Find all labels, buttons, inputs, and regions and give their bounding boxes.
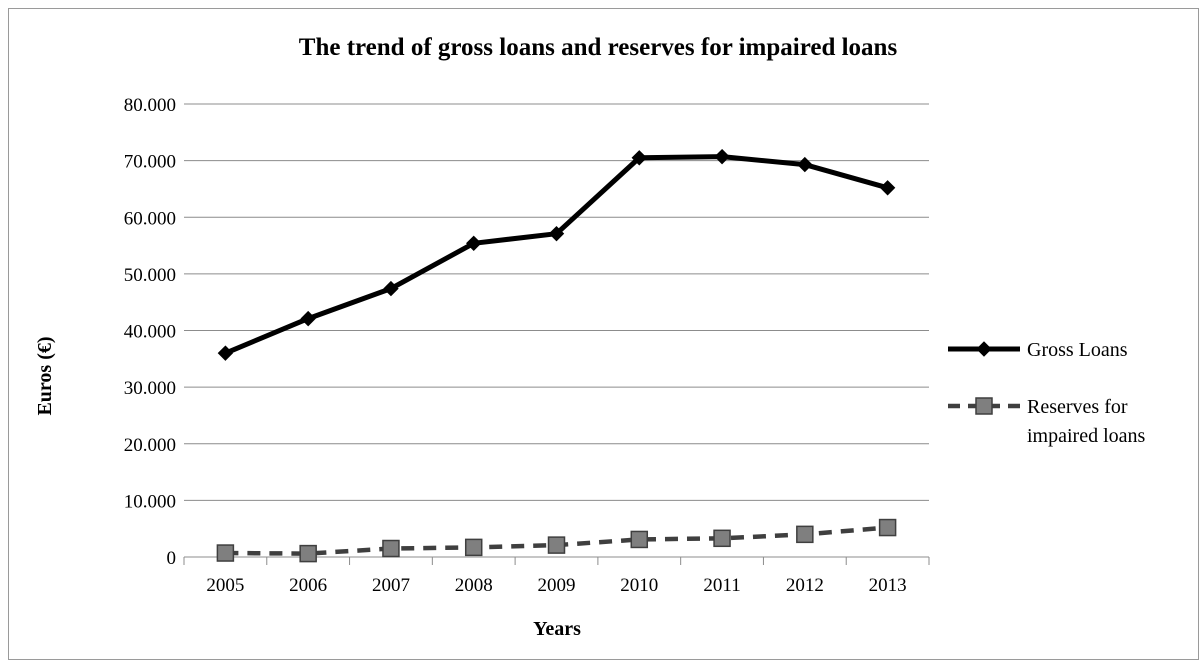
legend: Gross Loans Reserves for impaired loans [948, 339, 1146, 447]
chart-frame [8, 8, 1199, 660]
data-point [796, 525, 814, 544]
data-point [300, 310, 316, 327]
y-tick-label: 70.000 [124, 152, 176, 173]
data-point [466, 235, 482, 252]
series-group [216, 148, 897, 563]
legend-label: Reserves for [1027, 396, 1128, 418]
data-point [548, 225, 565, 242]
y-tick-label: 50.000 [124, 265, 176, 286]
legend-label: Gross Loans [1027, 339, 1128, 361]
y-tick-label: 40.000 [124, 322, 176, 343]
data-point [547, 536, 566, 554]
y-tick-label: 60.000 [124, 208, 176, 229]
y-axis-title: Euros (€) [34, 336, 56, 415]
data-point [382, 539, 400, 558]
data-point [714, 148, 730, 165]
data-point [217, 345, 234, 361]
data-point [383, 280, 399, 297]
series-line [224, 154, 889, 356]
data-point [878, 518, 897, 537]
legend-marker [976, 341, 992, 357]
y-tick-label: 30.000 [124, 378, 176, 399]
data-point [464, 538, 483, 557]
x-axis [183, 556, 930, 565]
x-tick-label: 2011 [703, 575, 740, 596]
legend-item: Reserves for impaired loans [948, 396, 1146, 447]
x-tick-label: 2010 [620, 575, 658, 596]
x-tick-label: 2012 [786, 575, 824, 596]
y-tick-label: 0 [167, 548, 177, 569]
series-gross-loans [217, 148, 896, 361]
legend-label: impaired loans [1027, 425, 1146, 447]
x-tick-label: 2009 [538, 575, 576, 596]
y-axis-tick-labels: 0 10.000 20.000 30.000 40.000 50.000 60.000 70.… [124, 95, 176, 569]
data-point [299, 544, 317, 563]
x-tick-label: 2006 [289, 575, 327, 596]
y-tick-label: 20.000 [124, 435, 176, 456]
data-point [713, 529, 731, 548]
legend-item: Gross Loans [948, 339, 1128, 361]
chart-title: The trend of gross loans and reserves fo… [299, 34, 898, 61]
data-point [631, 150, 647, 166]
x-tick-label: 2007 [372, 575, 410, 596]
x-tick-label: 2008 [455, 575, 493, 596]
y-tick-label: 80.000 [124, 95, 176, 116]
data-point [797, 156, 813, 173]
gridlines [184, 103, 929, 558]
series-reserves-impaired-loans [216, 518, 897, 563]
x-axis-tick-labels: 2005 2006 2007 2008 2009 2010 2011 2012 2013 [206, 575, 906, 596]
legend-marker [975, 397, 993, 415]
data-point [630, 530, 649, 549]
data-point [216, 544, 235, 562]
y-tick-label: 10.000 [124, 491, 176, 512]
x-tick-label: 2013 [869, 575, 907, 596]
x-tick-label: 2005 [206, 575, 244, 596]
data-point [879, 180, 896, 196]
x-axis-title: Years [533, 618, 581, 640]
